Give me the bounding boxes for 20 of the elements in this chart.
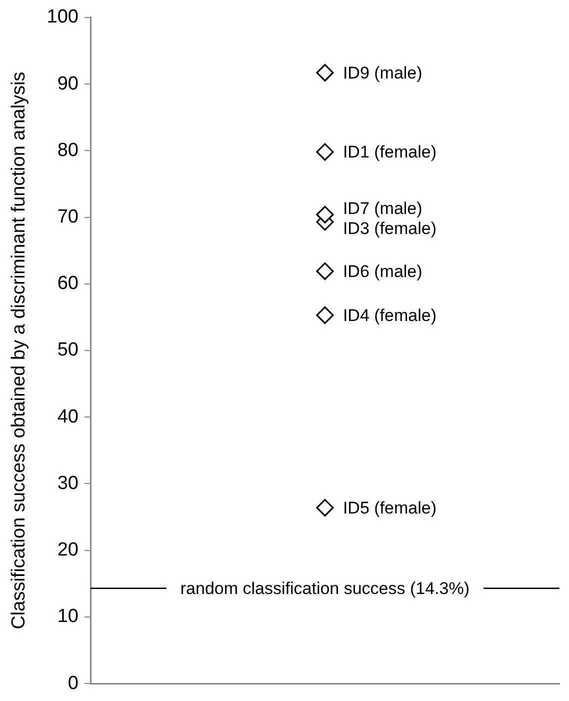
y-tick-label: 90 xyxy=(57,73,78,94)
ref-line-label: random classification success (14.3%) xyxy=(180,579,470,598)
y-tick-label: 30 xyxy=(57,472,78,494)
y-tick-label: 80 xyxy=(57,140,78,161)
series-label: ID3 (female) xyxy=(342,218,436,238)
y-tick-label: 50 xyxy=(57,340,78,361)
y-tick-label: 40 xyxy=(57,406,78,428)
y-tick-label: 0 xyxy=(68,672,78,694)
y-tick-label: 20 xyxy=(57,540,78,561)
y-tick-label: 70 xyxy=(57,206,78,228)
series-label: ID6 (male) xyxy=(342,262,422,281)
series-label: ID1 (female) xyxy=(342,142,436,162)
y-tick-label: 100 xyxy=(46,6,78,28)
series-label: ID7 (male) xyxy=(342,198,422,218)
y-tick-label: 10 xyxy=(57,606,78,628)
y-axis-title: Classification success obtained by a discriminant function analysis xyxy=(8,72,30,630)
series-label: ID4 (female) xyxy=(342,306,436,325)
y-tick-label: 60 xyxy=(57,273,78,294)
series-label: ID9 (male) xyxy=(342,63,422,82)
series-label: ID5 (female) xyxy=(342,498,436,518)
